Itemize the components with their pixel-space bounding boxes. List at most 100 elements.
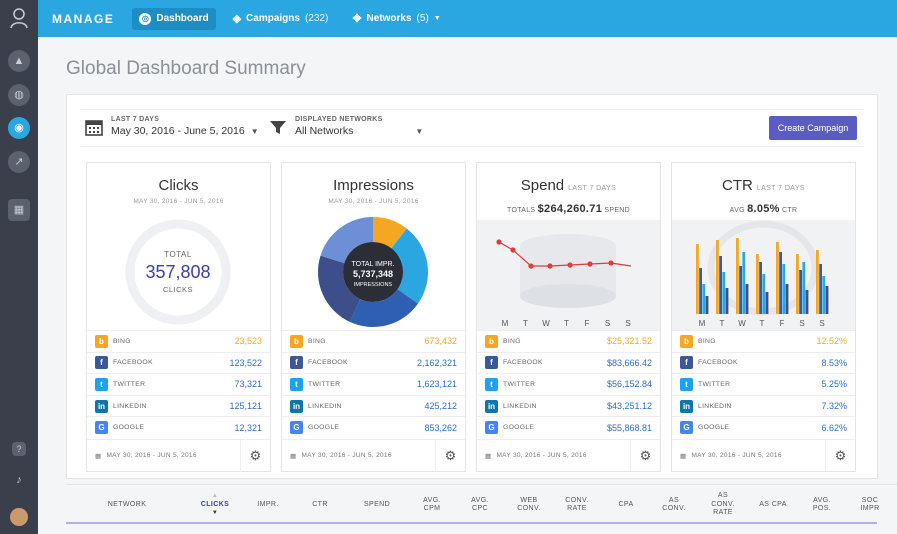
column-network[interactable]: NETWORK [107,500,147,508]
user-profile-icon[interactable] [9,7,29,29]
calendar-icon: ▦ [290,452,297,460]
card-title-text: CTR [722,177,753,194]
list-item[interactable]: G GOOGLE 853,262 [282,416,465,438]
column-avg-cpm[interactable]: AVG. CPM [423,496,441,513]
network-name: BING [308,337,326,345]
list-item[interactable]: t TWITTER $56,152.84 [477,373,660,395]
column-clicks[interactable]: ▲ CLICKS ▼ [190,485,240,525]
top-navigation-bar: MANAGE ◎ Dashboard ◈ Campaigns (232) ✥ N… [38,0,897,37]
ctr-bar [782,264,786,314]
list-item[interactable]: in LINKEDIN 7.32% [672,394,855,417]
network-name: LINKEDIN [308,402,342,410]
list-item[interactable]: f FACEBOOK 8.53% [672,351,855,374]
google-icon: G [485,421,498,435]
column-impressions[interactable]: IMPR. [257,500,279,508]
column-web-conv[interactable]: WEB CONV. [517,496,541,513]
spend-card: Spend LAST 7 DAYS TOTALS $264,260.71 SPEN… [476,162,661,472]
networks-filter[interactable]: DISPLAYED NETWORKS All Networks ▼ [269,116,423,137]
gear-icon[interactable]: ⚙ [630,439,660,472]
ctr-bar [745,284,749,314]
list-item[interactable]: t TWITTER 5.25% [672,373,855,395]
column-avg-pos[interactable]: AVG. POS. [812,496,832,513]
spend-point [587,261,593,267]
calendar-icon [85,118,103,136]
column-as-cpa[interactable]: AS CPA [759,500,787,508]
chart-up-icon[interactable]: ↗ [8,151,30,173]
list-item[interactable]: in LINKEDIN 425,212 [282,394,465,417]
list-item[interactable]: in LINKEDIN $43,251.12 [477,394,660,417]
list-item[interactable]: b BING 673,432 [282,330,465,352]
gear-icon[interactable]: ⚙ [825,439,855,472]
filter-bar: LAST 7 DAYS May 30, 2016 - June 5, 2016 ▼… [81,109,863,147]
column-avg-cpc[interactable]: AVG. CPC [471,496,489,513]
network-value: 123,522 [229,357,262,368]
gear-icon[interactable]: ⚙ [435,439,465,472]
network-name: BING [503,337,521,345]
grid-icon[interactable]: ▦ [8,199,30,221]
card-title: Clicks [158,177,199,194]
column-as-conv[interactable]: AS CONV. [662,496,686,513]
total-value: 8.05% [747,203,780,215]
twitter-icon: t [680,377,693,391]
total-value: $264,260.71 [537,203,603,215]
network-list: b BING 12.52% f FACEBOOK 8.53% t TWITTER 5.25%… [672,330,855,438]
list-item[interactable]: t TWITTER 73,321 [87,373,270,395]
dashboard-icon[interactable]: ◉ [8,117,30,139]
spend-point [528,263,534,269]
network-value: 1,623,121 [416,379,457,390]
network-value: 12.52% [816,336,847,347]
list-item[interactable]: b BING 12.52% [672,330,855,352]
ctr-bar [759,262,762,314]
column-cpa[interactable]: CPA [618,500,634,508]
network-name: LINKEDIN [503,402,537,410]
list-item[interactable]: b BING $25,321.52 [477,330,660,352]
list-item[interactable]: t TWITTER 1,623,121 [282,373,465,395]
list-item[interactable]: G GOOGLE 6.62% [672,416,855,438]
network-value: $56,152.84 [606,379,652,390]
create-campaign-button[interactable]: Create Campaign [769,116,857,140]
mountain-icon[interactable]: ▲ [8,50,30,72]
avatar[interactable] [10,508,28,526]
date-range-label: LAST 7 DAYS [111,116,160,123]
clicks-ring: TOTAL 357,808 CLICKS [87,215,270,330]
network-value: 125,121 [229,401,262,412]
list-item[interactable]: f FACEBOOK $83,666.42 [477,351,660,374]
network-name: FACEBOOK [503,359,543,367]
list-item[interactable]: f FACEBOOK 2,162,321 [282,351,465,374]
list-item[interactable]: G GOOGLE 12,321 [87,416,270,438]
google-icon: G [95,421,108,435]
list-item[interactable]: b BING 23,523 [87,330,270,352]
card-footer: ▦ MAY 30, 2016 - JUN 5, 2016 ⚙ [477,439,660,472]
gear-icon[interactable]: ⚙ [240,439,270,472]
globe-icon[interactable]: ◍ [8,84,30,106]
total-unit: CTR [782,207,798,214]
spend-point [510,247,516,253]
bell-icon[interactable]: ♪ [16,474,22,486]
list-item[interactable]: in LINKEDIN 125,121 [87,394,270,417]
facebook-icon: f [95,356,108,370]
footer-date-text: MAY 30, 2016 - JUN 5, 2016 [691,452,782,459]
column-as-conv-rate[interactable]: AS CONV. RATE [711,492,735,517]
help-icon[interactable]: ? [12,442,26,456]
spend-point [608,260,614,266]
card-subtitle: LAST 7 DAYS [568,185,617,192]
column-ctr[interactable]: CTR [312,500,328,508]
list-item[interactable]: f FACEBOOK 123,522 [87,351,270,374]
impressions-total-label: TOTAL IMPR. [351,261,394,268]
column-social-impressions[interactable]: SOC IMPR [860,496,880,513]
nav-dashboard[interactable]: ◎ Dashboard [132,7,216,30]
column-conv-rate[interactable]: CONV. RATE [565,496,589,513]
column-spend[interactable]: SPEND [363,500,391,508]
ctr-bar [699,268,702,314]
network-name: TWITTER [308,380,341,388]
spend-line [498,241,632,267]
google-icon: G [290,421,303,435]
day-label: S [799,319,804,328]
nav-networks[interactable]: ✥ Networks (5) ▼ [345,7,447,30]
date-range-filter[interactable]: LAST 7 DAYS May 30, 2016 - June 5, 2016 ▼ [85,116,259,137]
list-item[interactable]: G GOOGLE $55,868.81 [477,416,660,438]
footer-date: ▦ MAY 30, 2016 - JUN 5, 2016 [282,452,435,460]
bing-icon: b [485,334,498,348]
nav-campaigns[interactable]: ◈ Campaigns (232) [226,7,336,30]
